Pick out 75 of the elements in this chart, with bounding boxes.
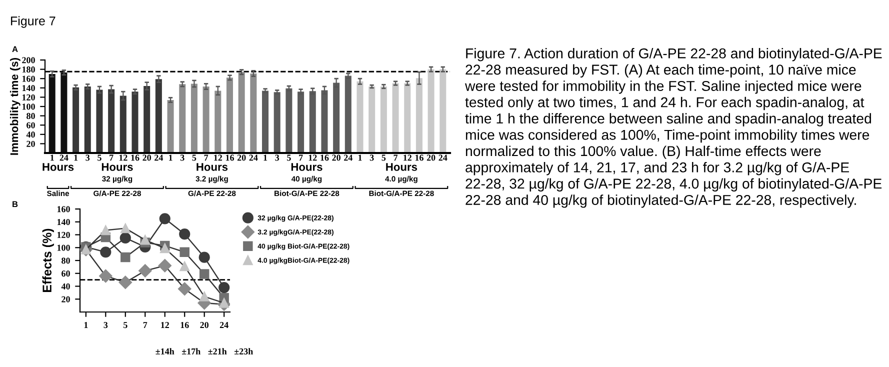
x-tick-label: 20 — [426, 154, 436, 161]
text: Hours — [102, 163, 133, 171]
x-tick-label: 7 — [110, 154, 114, 161]
x-tick-label: 20 — [142, 154, 152, 161]
x-tick-label: 3 — [275, 154, 280, 161]
x-tick-label: 24 — [438, 154, 448, 161]
x-tick-label: 1 — [168, 154, 172, 161]
text: Hours — [386, 163, 418, 171]
y-tick-label: 80 — [26, 112, 35, 120]
x-tick-label: 16 — [180, 322, 189, 328]
x-tick-label: 24 — [220, 322, 228, 328]
x-tick-label: 12 — [161, 322, 169, 328]
x-tick-label: 3 — [370, 154, 374, 161]
x-tick-label: 5 — [124, 322, 128, 328]
text: Hours — [291, 163, 322, 171]
x-tick-label: 12 — [214, 154, 222, 161]
x-tick-label: 3 — [86, 154, 90, 161]
text: Figure 7. Action duration of G/A-PE 22-28 and biotinylated-G/A-PE 22-28 measured by FST. (A) At each time-point, 10 naïve mice were tested for immobility in the FST. Saline injected mice were tested only at two times, 1 and 24 h. For each spadin-analog, at time 1 h the difference between saline and spadin-analog treated mice was considered as 100%, Time-point immobility times were normalized to this 100% value. (B) Half-time effects were approximately of 14, 21, 17, and 23 h for 3.2 µg/kg of G/A-PE 22-28, 32 µg/kg of G/A-PE 22-28, 4.0 µg/kg of biotinylated-G/A-PE 22-28 and 40 µg/kg of biotinylated-G/A-PE 22-28, respectively. — [464, 48, 882, 208]
text: ±14h — [156, 348, 174, 354]
text: B — [12, 201, 18, 207]
y-tick-label: 120 — [57, 232, 70, 238]
x-tick-label: 16 — [131, 154, 140, 161]
x-tick-label: 5 — [382, 154, 386, 161]
x-tick-label: 1 — [84, 322, 88, 328]
text: A — [12, 46, 18, 52]
y-tick-label: 140 — [22, 85, 35, 92]
x-tick-label: 1 — [50, 154, 54, 161]
y-tick-label: 140 — [57, 219, 70, 226]
y-tick-label: 160 — [57, 206, 70, 212]
x-tick-label: 5 — [192, 154, 196, 161]
text: Hours — [42, 163, 74, 171]
x-tick-label: 20 — [200, 322, 209, 328]
text: ±23h — [234, 348, 253, 354]
y-tick-label: 60 — [26, 122, 35, 128]
x-tick-label: 20 — [237, 154, 246, 161]
chart-title: Figure 7 — [11, 16, 56, 28]
y-tick-label: 40 — [26, 132, 35, 138]
x-tick-label: 7 — [299, 154, 303, 161]
x-tick-label: 20 — [332, 154, 340, 161]
y-tick-label: 200 — [22, 57, 35, 64]
x-tick-label: 5 — [98, 154, 102, 161]
y-tick-label: 160 — [22, 76, 35, 82]
x-tick-label: 16 — [320, 154, 329, 161]
x-tick-label: 3 — [180, 154, 184, 161]
y-tick-label: 180 — [22, 66, 35, 73]
y-axis-title: Immobility time (s) — [10, 58, 20, 155]
x-tick-label: 3 — [104, 322, 108, 328]
x-tick-label: 1 — [264, 154, 268, 161]
x-tick-label: 12 — [404, 154, 412, 161]
x-tick-label: 24 — [249, 154, 258, 161]
text: Hours — [196, 163, 228, 171]
text: ±21h — [208, 348, 227, 354]
x-tick-label: 16 — [226, 154, 234, 161]
y-tick-label: 60 — [62, 270, 70, 277]
x-tick-label: 24 — [60, 154, 68, 161]
x-tick-label: 5 — [287, 154, 291, 161]
text: ±17h — [182, 348, 200, 354]
x-tick-label: 7 — [143, 322, 148, 328]
y-tick-label: 80 — [62, 258, 70, 264]
x-tick-label: 24 — [344, 154, 353, 161]
y-axis-title: Effects (%) — [42, 228, 54, 292]
y-tick-label: 100 — [22, 104, 35, 110]
y-tick-label: 40 — [61, 283, 70, 290]
x-tick-label: 7 — [394, 154, 398, 161]
y-tick-label: 20 — [26, 140, 35, 147]
x-tick-label: 7 — [204, 154, 208, 161]
x-tick-label: 1 — [358, 154, 362, 161]
x-tick-label: 16 — [415, 154, 424, 161]
y-tick-label: 100 — [57, 244, 70, 251]
y-tick-label: 120 — [22, 94, 35, 100]
x-tick-label: 24 — [154, 154, 164, 161]
x-tick-label: 12 — [119, 154, 128, 161]
y-tick-label: 20 — [62, 296, 70, 302]
x-tick-label: 1 — [74, 154, 78, 161]
x-tick-label: 12 — [308, 154, 317, 161]
